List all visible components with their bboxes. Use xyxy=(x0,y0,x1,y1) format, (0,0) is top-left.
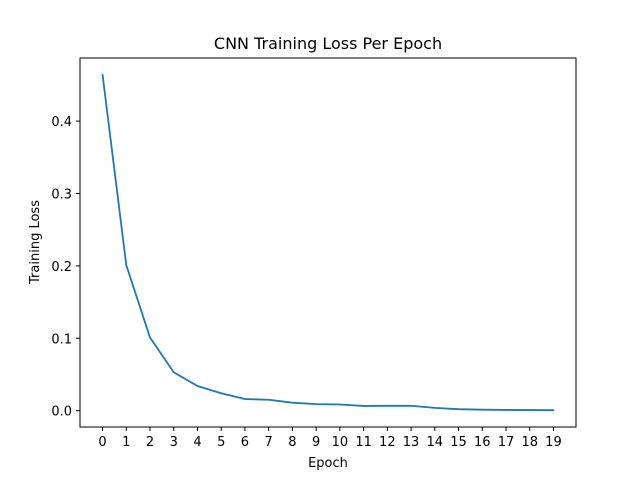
y-tick-label: 0.1 xyxy=(51,332,72,347)
y-axis-label: Training Loss xyxy=(28,200,43,285)
plot-area: 0.00.10.20.30.4 0 1 2 3 4 5 6 7 8 9 10 11 12 13 14 15 16… xyxy=(51,57,577,450)
x-tick-label: 6 xyxy=(241,435,249,450)
y-axis: 0.0 0.1 0.2 0.3 0.4 xyxy=(51,115,80,420)
x-tick-label: 13 xyxy=(403,435,420,450)
x-tick-label: 0 xyxy=(98,435,106,450)
x-tick-label: 11 xyxy=(355,435,372,450)
x-axis-label: Epoch xyxy=(308,456,348,471)
x-tick-label: 5 xyxy=(217,435,225,450)
x-tick-label: 18 xyxy=(521,435,538,450)
x-tick-label: 15 xyxy=(450,435,467,450)
x-tick-label: 3 xyxy=(170,435,178,450)
y-tick-label: 0.2 xyxy=(51,260,72,275)
x-tick-label: 17 xyxy=(498,435,515,450)
x-tick-label: 16 xyxy=(474,435,491,450)
y-tick-label: 0.0 xyxy=(51,405,72,420)
plot-frame xyxy=(79,57,577,428)
x-tick-label: 19 xyxy=(545,435,562,450)
series-line xyxy=(101,73,555,412)
y-tick-label: 0.4 xyxy=(51,115,72,130)
x-tick-label: 2 xyxy=(146,435,154,450)
x-tick-label: 1 xyxy=(122,435,130,450)
y-tick-label: 0.3 xyxy=(51,187,72,202)
x-tick-label: 7 xyxy=(265,435,273,450)
chart-title: CNN Training Loss Per Epoch xyxy=(214,34,442,53)
x-tick-label: 9 xyxy=(312,435,320,450)
x-tick-label: 12 xyxy=(379,435,396,450)
x-axis: 0 1 2 3 4 5 6 7 8 9 10 11 12 13 14 15 16 17 18 19 xyxy=(98,427,562,450)
x-tick-label: 8 xyxy=(288,435,296,450)
x-tick-label: 10 xyxy=(332,435,349,450)
x-tick-label: 14 xyxy=(427,435,444,450)
x-tick-label: 4 xyxy=(193,435,201,450)
